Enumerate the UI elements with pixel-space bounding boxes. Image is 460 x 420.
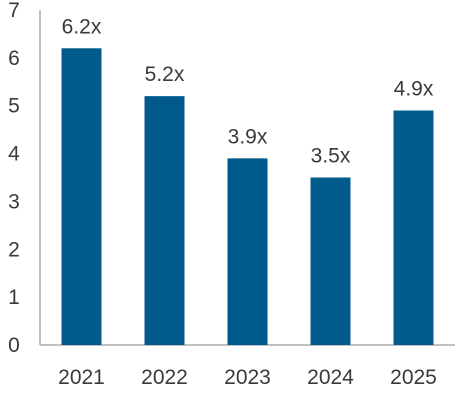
bar-data-label: 3.5x <box>311 145 351 168</box>
x-axis-ticks: 2021 2022 2023 2024 2025 <box>58 366 437 389</box>
y-tick-label: 1 <box>8 286 20 309</box>
x-tick-label: 2024 <box>307 366 354 389</box>
y-tick-label: 6 <box>8 47 20 70</box>
bar <box>393 110 434 345</box>
x-tick-label: 2023 <box>224 366 271 389</box>
bar <box>310 177 351 345</box>
bar-data-label: 5.2x <box>145 63 185 86</box>
y-tick-label: 2 <box>8 238 20 261</box>
y-tick-label: 3 <box>8 190 20 213</box>
bar-data-label: 6.2x <box>62 15 102 38</box>
data-labels-group: 6.2x 5.2x 3.9x 3.5x 4.9x <box>62 15 434 167</box>
y-tick-label: 0 <box>8 334 20 357</box>
x-tick-label: 2021 <box>58 366 105 389</box>
bar-data-label: 4.9x <box>394 78 434 101</box>
bar <box>144 96 185 346</box>
y-tick-label: 5 <box>8 95 20 118</box>
y-axis-ticks: 0 1 2 3 4 5 6 7 <box>8 0 20 357</box>
y-tick-label: 4 <box>8 143 20 166</box>
bar-data-label: 3.9x <box>228 125 268 148</box>
y-tick-label: 7 <box>8 0 20 22</box>
bar <box>61 48 102 346</box>
bars-group <box>61 48 434 346</box>
bar <box>227 158 268 345</box>
x-tick-label: 2022 <box>141 366 188 389</box>
x-tick-label: 2025 <box>390 366 437 389</box>
